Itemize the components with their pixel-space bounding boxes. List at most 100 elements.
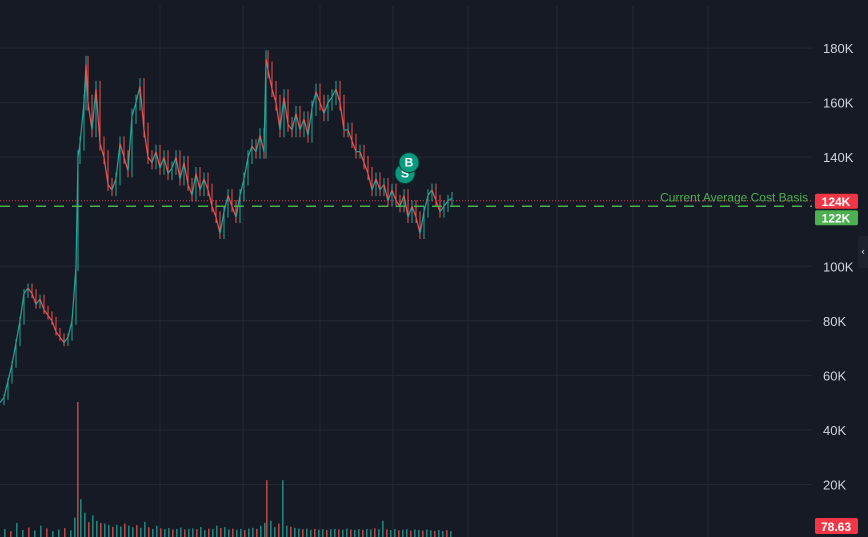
price-candle-body [35,298,41,305]
volume-bar [46,528,48,537]
volume-bar [200,527,202,537]
volume-bar [402,529,404,537]
price-candle-body [171,156,177,169]
price-candle-body [265,58,269,70]
volume-bar [322,529,324,537]
price-candle-body [223,195,229,212]
volume-bar [310,529,312,537]
volume-bar [314,528,316,537]
volume-bar [398,530,400,537]
price-candle-body [115,143,121,180]
price-candle-body [87,102,93,130]
price-candle-body [15,320,21,343]
volume-bar [270,520,272,537]
price-candle-body [327,96,333,103]
volume-bar [204,530,206,537]
price-candle-body [167,167,173,174]
volume-bar [266,480,268,537]
volume-bar [446,530,448,537]
price-candle-body [0,396,5,403]
trade-marker-label: S [401,167,409,181]
volume-bar [4,528,6,537]
volume-bar [100,522,102,537]
volume-indicator-badge [815,518,858,534]
price-candle-body [419,211,425,234]
volume-bar [244,529,246,537]
volume-bar [338,529,340,537]
volume-bar [108,524,110,537]
price-candle-body [323,102,329,114]
volume-bar [390,529,392,537]
y-tick-label: 20K [823,477,846,492]
y-tick-label: 160K [823,96,854,111]
price-candle-body [179,162,185,180]
price-candle-body [83,64,87,103]
price-candle-body [203,178,209,191]
price-candle-body [391,189,397,202]
price-candle-body [183,162,189,185]
price-candle-body [299,118,305,131]
price-candle-body [363,162,369,174]
volume-bar [232,528,234,537]
price-candle-body [431,189,437,202]
volume-bar [77,402,79,537]
price-candle-body [275,102,281,130]
price-candle-body [395,200,401,207]
average-cost-basis-text: Current Average Cost Basis [660,190,808,204]
price-candle-body [259,135,265,152]
volume-bar [354,529,356,537]
volume-bar [330,529,332,537]
price-candle-body [159,156,165,169]
volume-bar [386,529,388,537]
price-candle-body [371,178,377,191]
volume-bar [278,523,280,537]
price-candle-body [91,88,97,130]
volume-bar [298,528,300,537]
volume-bar [160,528,162,537]
volume-bar [442,531,444,537]
price-candle-body [263,58,267,152]
volume-bar [248,528,250,537]
volume-bar [144,521,146,537]
price-candle-body [75,157,79,267]
trade-marker-b[interactable] [398,152,420,174]
price-candle-body [23,287,29,294]
price-candle-body [227,195,233,207]
volume-bar [438,529,440,537]
volume-indicator-label: 78.63 [821,520,851,534]
volume-bar [156,525,158,537]
price-candle-body [111,178,117,191]
volume-bar [342,529,344,537]
volume-bar [88,522,90,537]
price-candle-body [283,97,289,125]
price-candle-body [191,173,197,196]
price-candle-body [55,331,61,338]
y-tick-label: 100K [823,259,854,274]
volume-bar [140,527,142,537]
price-candle-body [199,178,205,191]
volume-bar [430,530,432,537]
price-candle-body [155,151,161,169]
price-candle-body [143,129,149,158]
volume-bar [58,529,60,537]
price-candle-body [367,173,373,191]
price-candle-body [295,113,301,131]
collapse-panel-button[interactable]: ‹ [858,236,868,268]
volume-bar [184,529,186,537]
price-candle-body [303,118,309,136]
volume-bar [148,527,150,537]
price-candle-body [99,143,105,158]
volume-bar [414,529,416,537]
current-price-badge [815,193,858,209]
price-candle-body [119,143,125,158]
y-tick-label: 140K [823,150,854,165]
price-candle-body [85,64,89,103]
price-candle-body [339,102,345,130]
price-candle-body [247,146,253,158]
volume-bar [410,530,412,537]
price-candle-body [319,102,325,114]
price-candle-body [175,157,181,180]
price-candle-body [279,97,285,130]
volume-bar [378,529,380,537]
